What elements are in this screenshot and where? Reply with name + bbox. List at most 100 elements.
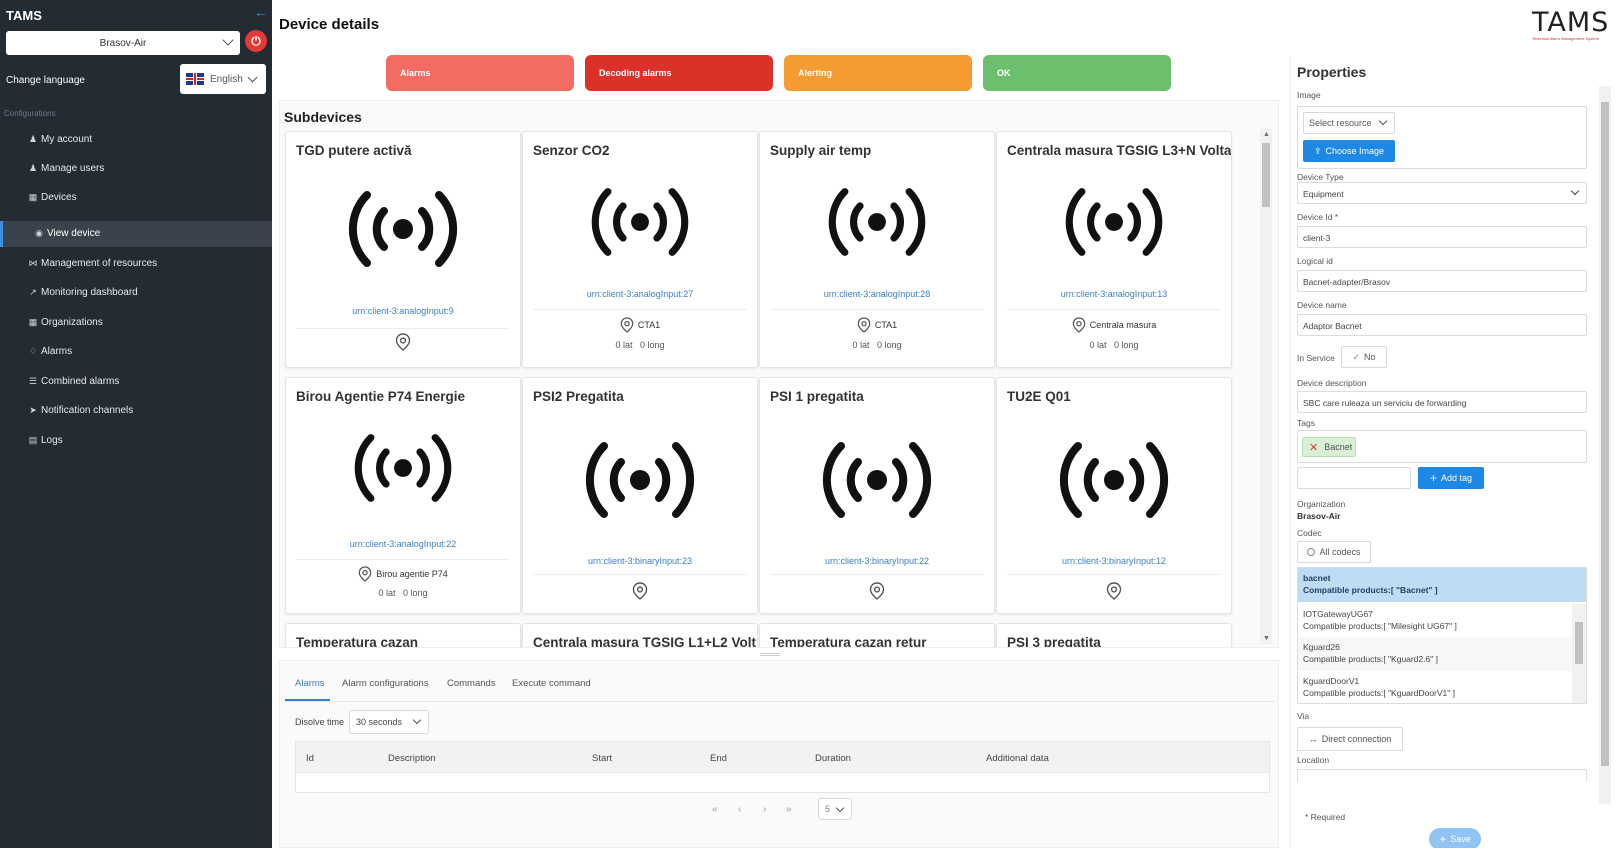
codec-item[interactable]: KguardDoorV1 Compatible products:[ "Kgua…: [1298, 671, 1574, 703]
scrollbar-thumb[interactable]: [1601, 102, 1609, 766]
subdevice-card[interactable]: Birou Agentie P74 Energie urn:client-3:a…: [285, 377, 521, 614]
tab-alarms[interactable]: Alarms: [295, 678, 325, 689]
codec-item[interactable]: bacnet Compatible products:[ "Bacnet" ]: [1298, 568, 1586, 602]
sidebar-item-management-of-resources[interactable]: ⋈ Management of resources: [28, 258, 158, 269]
dissolve-time-select[interactable]: 30 seconds: [349, 710, 429, 734]
tag-chip[interactable]: ✕ Bacnet: [1302, 437, 1356, 457]
alarms-status-button[interactable]: Alarms: [386, 55, 574, 91]
subdevice-card[interactable]: TGD putere activă urn:client-3:analogInp…: [285, 131, 521, 368]
tag-label: Bacnet: [1324, 442, 1353, 452]
add-tag-button[interactable]: + Add tag: [1418, 467, 1484, 489]
tab-alarm-configurations[interactable]: Alarm configurations: [342, 678, 429, 689]
codec-item[interactable]: Kguard26 Compatible products:[ "Kguard2.…: [1298, 637, 1574, 671]
logout-power-button[interactable]: ⏻: [245, 30, 267, 52]
codec-name: KguardDoorV1: [1303, 676, 1360, 686]
scrollbar-thumb[interactable]: [1262, 143, 1270, 207]
subdevice-urn: urn:client-3:binaryInput:23: [587, 556, 693, 566]
lat-value: 0 lat: [615, 340, 633, 350]
tab-execute-command[interactable]: Execute command: [512, 678, 591, 689]
subdevice-card[interactable]: PSI 3 pregatita: [996, 623, 1232, 647]
device-description-field[interactable]: SBC care ruleaza un serviciu de forwardi…: [1297, 391, 1587, 413]
save-button[interactable]: + Save: [1429, 828, 1481, 848]
subdevice-card[interactable]: Temperatura cazan retur: [759, 623, 995, 647]
sidebar-item-label: Devices: [41, 192, 77, 203]
sidebar-item-combined-alarms[interactable]: ☰ Combined alarms: [28, 376, 119, 387]
subdevice-urn: urn:client-3:analogInput:28: [823, 289, 931, 299]
chevron-down-icon: [1378, 116, 1388, 126]
logo-text: TAMS: [1532, 7, 1610, 38]
new-tag-input[interactable]: [1297, 467, 1411, 489]
subdevices-scrollbar[interactable]: ▲ ▼: [1260, 129, 1272, 644]
page-size-select[interactable]: 5: [818, 798, 852, 820]
sidebar-item-logs[interactable]: ▤ Logs: [28, 435, 63, 446]
subdevice-card[interactable]: TU2E Q01 urn:client-3:binaryInput:12: [996, 377, 1232, 614]
subdevice-title: TGD putere activă: [296, 143, 412, 158]
sidebar-item-monitoring-dashboard[interactable]: ↗ Monitoring dashboard: [28, 287, 138, 298]
uk-flag-icon: [186, 73, 204, 85]
sidebar-item-devices[interactable]: ▦ Devices: [28, 192, 77, 203]
sidebar-item-alarms[interactable]: ♢ Alarms: [28, 346, 72, 357]
column-header-id[interactable]: Id: [306, 753, 314, 764]
chart-icon: ↗: [29, 287, 37, 297]
sidebar-item-view-device[interactable]: ◉ View device: [34, 228, 100, 239]
tab-commands[interactable]: Commands: [447, 678, 496, 689]
subdevice-card[interactable]: Temperatura cazan: [285, 623, 521, 648]
subdevice-title: Temperatura cazan: [296, 635, 419, 648]
column-header-duration[interactable]: Duration: [815, 753, 851, 764]
subdevice-card[interactable]: PSI2 Pregatita urn:client-3:binaryInput:…: [522, 377, 758, 614]
via-label: Via: [1297, 711, 1310, 721]
decoding-alarms-status-button[interactable]: Decoding alarms: [585, 55, 773, 91]
subdevice-card[interactable]: Centrala masura TGSIG L1+L2 Volt: [522, 623, 758, 647]
broadcast-icon: [348, 191, 458, 267]
remove-tag-icon[interactable]: ✕: [1309, 441, 1319, 454]
scroll-up-arrow-icon[interactable]: ▲: [1263, 131, 1270, 138]
sidebar-item-notification-channels[interactable]: ➤ Notification channels: [28, 405, 133, 416]
organization-label: Organization: [1297, 499, 1346, 509]
properties-scrollbar[interactable]: [1599, 86, 1611, 804]
codec-compat: Compatible products:[ "Bacnet" ]: [1303, 585, 1438, 595]
subdevice-card[interactable]: Senzor CO2 urn:client-3:analogInput:27 C…: [522, 131, 758, 368]
next-page-button[interactable]: ›: [763, 804, 767, 815]
organization-select[interactable]: Brasov-Air: [6, 31, 240, 55]
collapse-sidebar-icon[interactable]: ←: [254, 4, 268, 20]
prev-page-button[interactable]: ‹: [738, 804, 742, 815]
device-type-select[interactable]: Equipment: [1297, 182, 1587, 204]
list-icon: ☰: [28, 376, 38, 386]
add-tag-label: Add tag: [1440, 473, 1473, 483]
column-header-end[interactable]: End: [710, 753, 727, 764]
scrollbar-thumb[interactable]: [1575, 622, 1583, 664]
sidebar-item-my-account[interactable]: ♟ My account: [28, 134, 92, 145]
column-header-description[interactable]: Description: [388, 753, 436, 764]
scroll-down-arrow-icon[interactable]: ▼: [1263, 635, 1270, 642]
subdevice-card[interactable]: Supply air temp urn:client-3:analogInput…: [759, 131, 995, 368]
location-field[interactable]: [1297, 769, 1587, 782]
subdevice-title: PSI2 Pregatita: [533, 389, 624, 404]
alerting-status-button[interactable]: Alerting: [784, 55, 972, 91]
last-page-button[interactable]: »: [786, 804, 792, 815]
subdevice-urn: urn:client-3:analogInput:9: [352, 306, 454, 316]
all-codecs-radio[interactable]: All codecs: [1297, 541, 1371, 563]
codec-item[interactable]: IOTGatewayUG67 Compatible products:[ "Mi…: [1298, 604, 1574, 638]
column-header-additional-data[interactable]: Additional data: [986, 753, 1049, 764]
column-header-start[interactable]: Start: [592, 753, 613, 764]
subdevice-card[interactable]: Centrala masura TGSIG L3+N Volta urn:cli…: [996, 131, 1232, 368]
logical-id-field[interactable]: Bacnet-adapter/Brasov: [1297, 270, 1587, 292]
resize-handle[interactable]: [760, 653, 780, 656]
device-id-field[interactable]: client-3: [1297, 226, 1587, 248]
grid-icon: ▦: [28, 317, 38, 327]
first-page-button[interactable]: «: [712, 804, 718, 815]
select-resource-dropdown[interactable]: Select resource: [1303, 112, 1395, 134]
codec-list-scrollbar[interactable]: [1572, 604, 1586, 703]
choose-image-button[interactable]: ⇪ Choose Image: [1303, 140, 1395, 162]
subdevice-card[interactable]: PSI 1 pregatita urn:client-3:binaryInput…: [759, 377, 995, 614]
sidebar-item-organizations[interactable]: ▦ Organizations: [28, 317, 103, 328]
sidebar-item-manage-users[interactable]: ♟ Manage users: [28, 163, 104, 174]
in-service-toggle[interactable]: ✓ No: [1341, 346, 1387, 368]
via-direct-connection-button[interactable]: ↔ Direct connection: [1297, 727, 1403, 751]
broadcast-icon: [1065, 188, 1163, 256]
card-divider: [770, 309, 984, 310]
ok-status-button[interactable]: OK: [983, 55, 1171, 91]
language-select[interactable]: English: [180, 64, 266, 94]
plus-icon: +: [1439, 832, 1447, 846]
device-name-field[interactable]: Adaptor Bacnet: [1297, 314, 1587, 336]
